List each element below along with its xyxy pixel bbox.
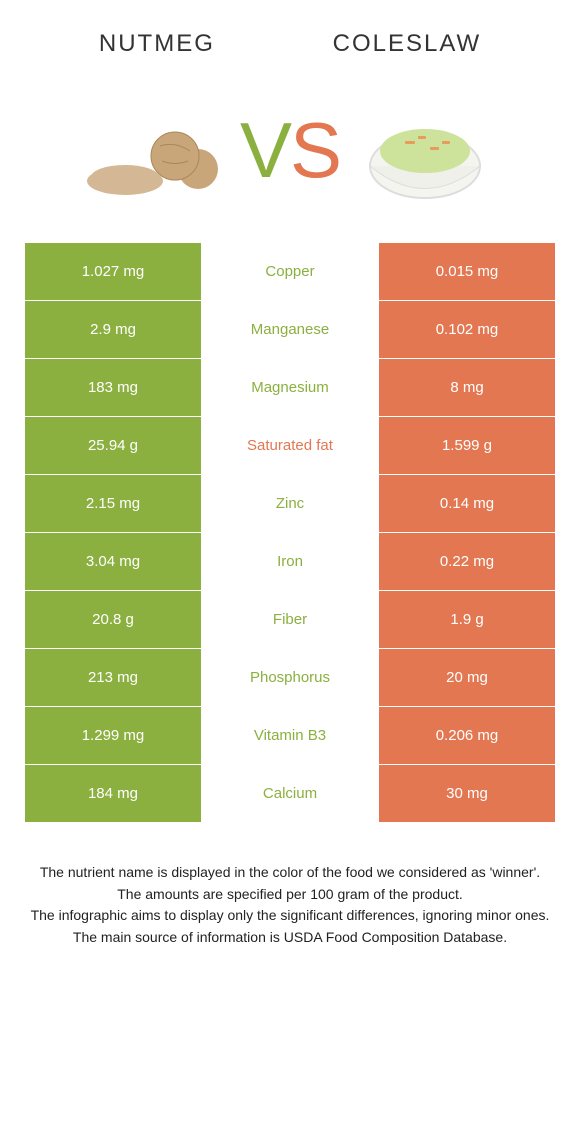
table-row: 20.8 gFiber1.9 g bbox=[25, 591, 555, 649]
footer-line-1: The nutrient name is displayed in the co… bbox=[30, 863, 550, 883]
coleslaw-icon bbox=[350, 91, 500, 211]
nutrient-label-cell: Copper bbox=[201, 243, 379, 300]
nutrient-label-cell: Iron bbox=[201, 533, 379, 590]
table-row: 2.9 mgManganese0.102 mg bbox=[25, 301, 555, 359]
coleslaw-image bbox=[350, 88, 500, 213]
left-value-cell: 3.04 mg bbox=[25, 533, 201, 590]
left-value-cell: 20.8 g bbox=[25, 591, 201, 648]
left-value-cell: 2.15 mg bbox=[25, 475, 201, 532]
nutrient-table: 1.027 mgCopper0.015 mg2.9 mgManganese0.1… bbox=[25, 243, 555, 823]
nutrient-label-cell: Magnesium bbox=[201, 359, 379, 416]
nutrient-label-cell: Calcium bbox=[201, 765, 379, 822]
nutrient-label-cell: Vitamin B3 bbox=[201, 707, 379, 764]
right-value-cell: 30 mg bbox=[379, 765, 555, 822]
footer-line-4: The main source of information is USDA F… bbox=[30, 928, 550, 948]
table-row: 1.027 mgCopper0.015 mg bbox=[25, 243, 555, 301]
left-value-cell: 2.9 mg bbox=[25, 301, 201, 358]
nutrient-label-cell: Fiber bbox=[201, 591, 379, 648]
left-value-cell: 1.027 mg bbox=[25, 243, 201, 300]
left-value-cell: 184 mg bbox=[25, 765, 201, 822]
left-value-cell: 183 mg bbox=[25, 359, 201, 416]
vs-row: VS bbox=[0, 78, 580, 243]
table-row: 25.94 gSaturated fat1.599 g bbox=[25, 417, 555, 475]
right-value-cell: 1.599 g bbox=[379, 417, 555, 474]
table-row: 1.299 mgVitamin B30.206 mg bbox=[25, 707, 555, 765]
right-value-cell: 20 mg bbox=[379, 649, 555, 706]
right-value-cell: 0.14 mg bbox=[379, 475, 555, 532]
nutrient-label-cell: Saturated fat bbox=[201, 417, 379, 474]
right-value-cell: 8 mg bbox=[379, 359, 555, 416]
footer-line-2: The amounts are specified per 100 gram o… bbox=[30, 885, 550, 905]
right-value-cell: 0.206 mg bbox=[379, 707, 555, 764]
right-value-cell: 0.22 mg bbox=[379, 533, 555, 590]
left-value-cell: 213 mg bbox=[25, 649, 201, 706]
right-value-cell: 0.102 mg bbox=[379, 301, 555, 358]
vs-v-letter: V bbox=[240, 105, 290, 196]
vs-s-letter: S bbox=[290, 105, 340, 196]
footer-line-3: The infographic aims to display only the… bbox=[30, 906, 550, 926]
right-value-cell: 0.015 mg bbox=[379, 243, 555, 300]
header-row: Nutmeg Coleslaw bbox=[0, 0, 580, 78]
nutrient-label-cell: Zinc bbox=[201, 475, 379, 532]
nutmeg-image bbox=[80, 88, 230, 213]
right-value-cell: 1.9 g bbox=[379, 591, 555, 648]
nutrient-label-cell: Manganese bbox=[201, 301, 379, 358]
left-value-cell: 1.299 mg bbox=[25, 707, 201, 764]
nutrient-label-cell: Phosphorus bbox=[201, 649, 379, 706]
table-row: 213 mgPhosphorus20 mg bbox=[25, 649, 555, 707]
vs-label: VS bbox=[240, 105, 340, 196]
footer-notes: The nutrient name is displayed in the co… bbox=[30, 863, 550, 947]
table-row: 183 mgMagnesium8 mg bbox=[25, 359, 555, 417]
right-food-title: Coleslaw bbox=[333, 30, 481, 58]
left-food-title: Nutmeg bbox=[99, 30, 215, 58]
nutmeg-icon bbox=[80, 91, 230, 211]
table-row: 3.04 mgIron0.22 mg bbox=[25, 533, 555, 591]
left-value-cell: 25.94 g bbox=[25, 417, 201, 474]
table-row: 2.15 mgZinc0.14 mg bbox=[25, 475, 555, 533]
table-row: 184 mgCalcium30 mg bbox=[25, 765, 555, 823]
infographic-container: Nutmeg Coleslaw VS bbox=[0, 0, 580, 947]
